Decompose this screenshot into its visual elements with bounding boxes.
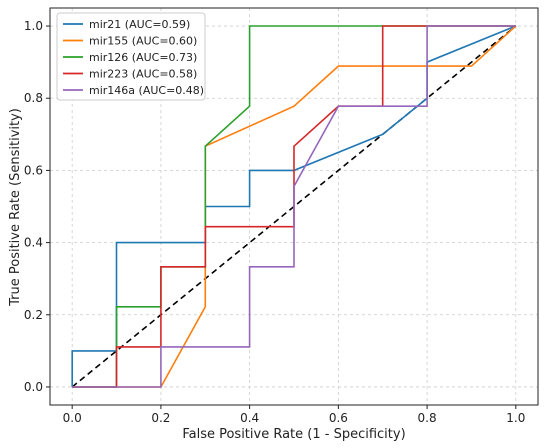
y-ticks: 0.0 0.2 0.4 0.6 0.8 1.0 — [24, 19, 50, 394]
x-tick-label: 0.8 — [418, 411, 437, 425]
legend-label: mir126 (AUC=0.73) — [89, 51, 197, 64]
y-tick-label: 0.8 — [24, 91, 43, 105]
legend-label: mir21 (AUC=0.59) — [89, 18, 190, 31]
series-line-mir146a — [72, 25, 516, 388]
legend-label: mir223 (AUC=0.58) — [89, 68, 197, 81]
x-tick-label: 0.6 — [329, 411, 348, 425]
y-tick-label: 0.4 — [24, 236, 43, 250]
legend: mir21 (AUC=0.59) mir155 (AUC=0.60) mir126 … — [56, 12, 206, 101]
x-tick-label: 1.0 — [506, 411, 525, 425]
y-tick-label: 0.2 — [24, 308, 43, 322]
legend-box — [56, 12, 206, 101]
y-axis-label: True Positive Rate (Sensitivity) — [8, 108, 23, 307]
series-lines — [71, 25, 517, 388]
y-tick-label: 0.0 — [24, 380, 43, 394]
y-tick-label: 1.0 — [24, 19, 43, 33]
y-tick-label: 0.6 — [24, 163, 43, 177]
legend-label: mir146a (AUC=0.48) — [89, 84, 204, 97]
series-line-mir155 — [72, 25, 517, 388]
x-tick-label: 0.0 — [63, 411, 82, 425]
legend-label: mir155 (AUC=0.60) — [89, 35, 197, 48]
x-axis-label: False Positive Rate (1 - Specificity) — [182, 427, 405, 442]
plot-frame — [49, 7, 539, 406]
x-ticks: 0.0 0.2 0.4 0.6 0.8 1.0 — [63, 405, 525, 425]
x-tick-label: 0.4 — [240, 411, 259, 425]
x-tick-label: 0.2 — [151, 411, 170, 425]
